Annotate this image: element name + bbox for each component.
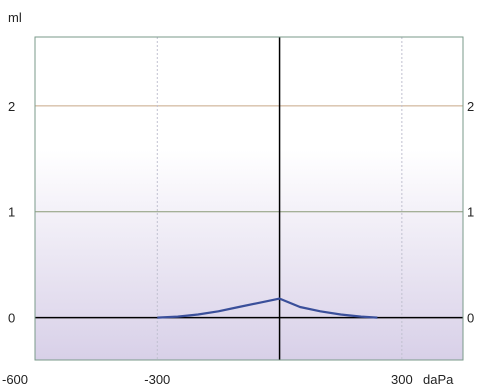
y-tick-label: 1 [8,205,15,220]
zero-axes [35,37,463,360]
x-tick-labels: -600 -300 300 [2,372,413,387]
x-axis-unit-label: daPa [423,372,454,387]
y-tick-labels-left: 0 1 2 [8,99,15,326]
y-tick-label-right: 0 [467,311,474,326]
y-tick-label: 0 [8,311,15,326]
y-tick-labels-right: 0 1 2 [467,99,474,326]
y-tick-label-right: 1 [467,205,474,220]
x-tick-label: 300 [391,372,413,387]
y-tick-label-right: 2 [467,99,474,114]
series-line-0 [157,297,378,319]
x-tick-label: -300 [144,372,170,387]
y-axis-unit-label: ml [8,10,22,25]
x-tick-label: -600 [2,372,28,387]
plot-frame [34,36,464,361]
grid-lines [35,37,463,360]
plot-background [35,37,463,360]
series-layer [157,297,378,319]
y-tick-label: 2 [8,99,15,114]
